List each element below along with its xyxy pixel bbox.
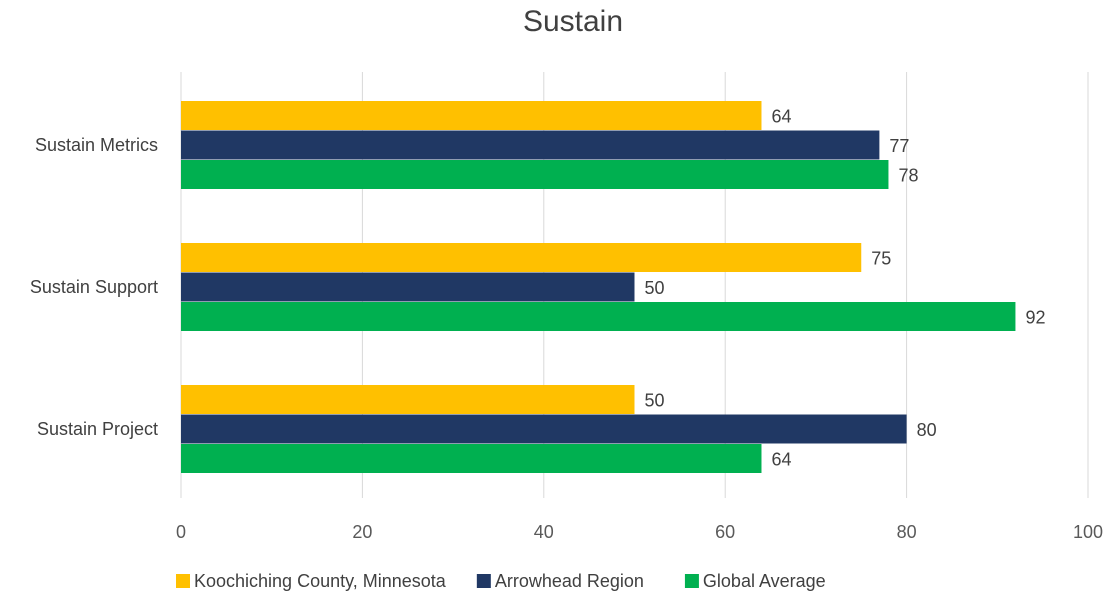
- legend: Koochiching County, Minnesota Arrowhead R…: [176, 571, 826, 591]
- category-labels: Sustain Metrics Sustain Support Sustain Pr…: [30, 135, 158, 439]
- legend-swatch: [176, 574, 190, 588]
- data-label: 64: [771, 450, 791, 470]
- data-label: 64: [771, 107, 791, 127]
- legend-label: Koochiching County, Minnesota: [194, 571, 447, 591]
- bar: [181, 243, 862, 272]
- bar: [181, 302, 1016, 331]
- x-tick-label: 80: [897, 522, 917, 542]
- data-label: 75: [871, 249, 891, 269]
- category-label: Sustain Project: [37, 419, 158, 439]
- data-label: 80: [917, 420, 937, 440]
- bar: [181, 272, 635, 302]
- category-label: Sustain Metrics: [35, 135, 158, 155]
- data-label: 50: [645, 278, 665, 298]
- x-tick-label: 100: [1073, 522, 1103, 542]
- bars: [181, 101, 1016, 473]
- data-label: 78: [898, 166, 918, 186]
- legend-label: Global Average: [703, 571, 826, 591]
- legend-swatch: [684, 574, 699, 588]
- category-label: Sustain Support: [30, 277, 158, 297]
- legend-swatch: [476, 574, 491, 588]
- legend-label: Arrowhead Region: [495, 571, 644, 591]
- data-label: 77: [889, 136, 909, 156]
- bar: [181, 444, 762, 473]
- bar: [181, 160, 889, 189]
- data-labels: 64 77 78 75 50 92 50 80 64: [645, 107, 1046, 470]
- bar: [181, 101, 762, 130]
- data-label: 50: [645, 391, 665, 411]
- x-axis-ticks: 0 20 40 60 80 100: [176, 522, 1103, 542]
- x-tick-label: 40: [534, 522, 554, 542]
- chart-title: Sustain: [523, 5, 623, 38]
- bar: [181, 385, 635, 414]
- bar: [181, 414, 907, 444]
- x-tick-label: 20: [352, 522, 372, 542]
- x-tick-label: 0: [176, 522, 186, 542]
- bar: [181, 130, 880, 160]
- data-label: 92: [1025, 308, 1045, 328]
- x-tick-label: 60: [715, 522, 735, 542]
